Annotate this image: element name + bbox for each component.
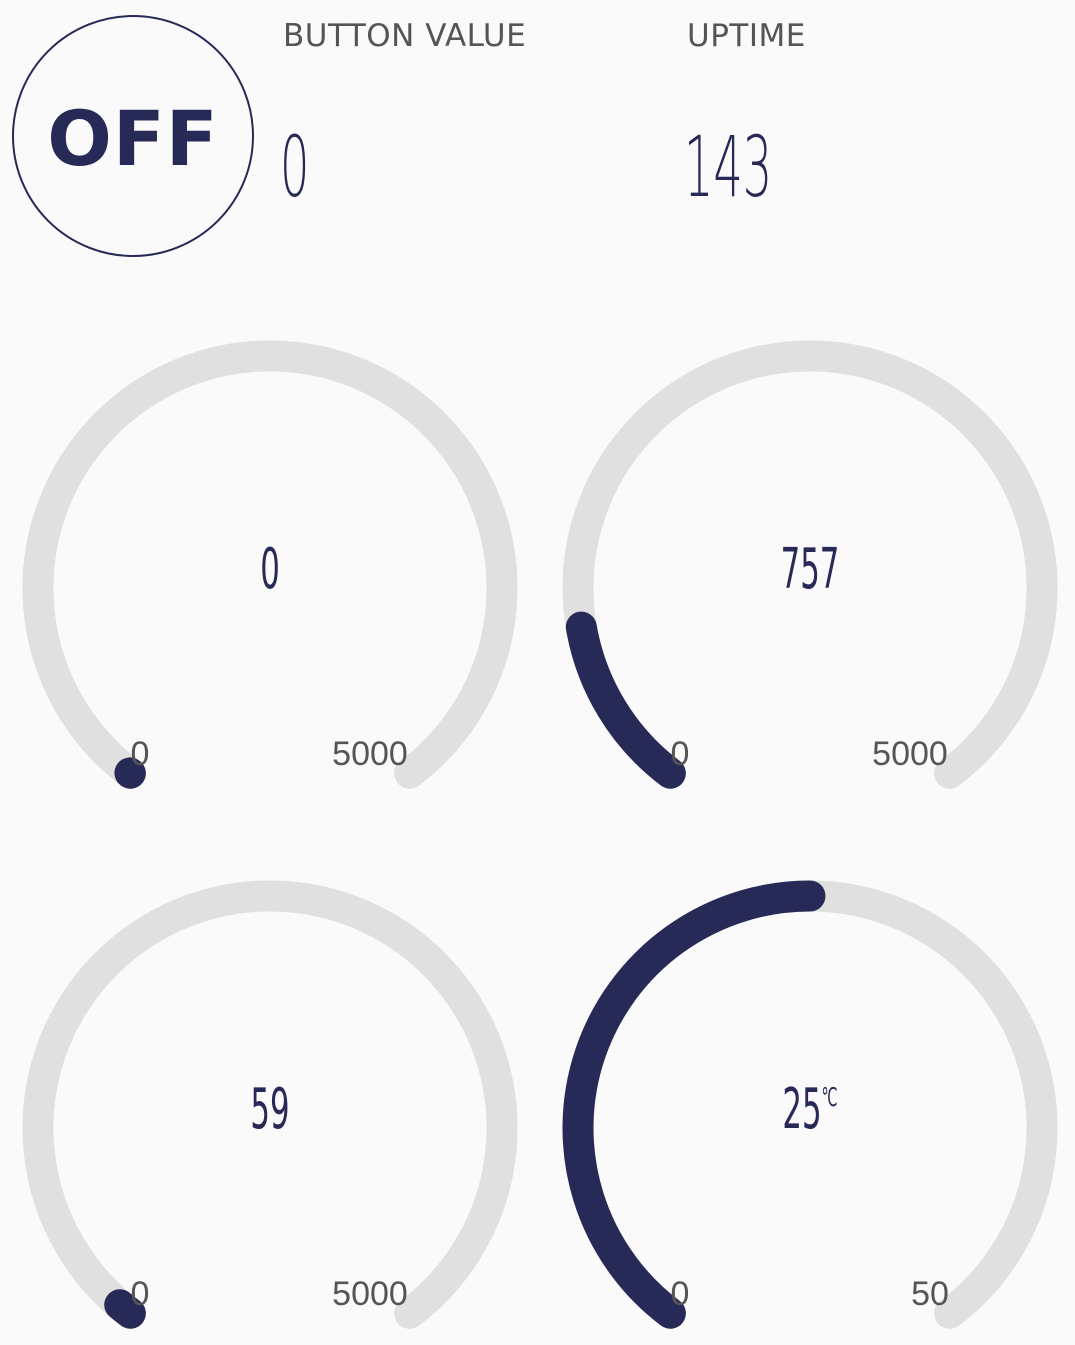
gauge-value-number: 59 (250, 1076, 289, 1142)
gauge-fill (104, 1289, 146, 1329)
gauge-fill (562, 880, 826, 1329)
gauge-min-label: 0 (131, 735, 150, 773)
button-value-readout: 0 (280, 118, 310, 216)
gauge-1: 0 0 5000 (22, 340, 518, 789)
gauge-fill (565, 611, 686, 789)
gauge-value-number: 25 (782, 1076, 821, 1142)
gauge-4: 25℃ 0 50 (562, 880, 1058, 1329)
button-value-label: BUTTON VALUE (283, 18, 527, 54)
gauge-min-label: 0 (671, 735, 690, 773)
gauge-value: 757 (781, 536, 840, 602)
power-toggle-button[interactable]: OFF (12, 15, 254, 257)
gauge-value-number: 757 (781, 536, 840, 602)
uptime-label: UPTIME (687, 18, 806, 54)
gauge-value: 25℃ (782, 1076, 837, 1142)
gauge-3: 59 0 5000 (22, 880, 518, 1329)
gauge-value: 0 (260, 536, 280, 602)
gauge-track (22, 340, 518, 789)
gauge-unit: ℃ (822, 1082, 838, 1112)
gauge-max-label: 5000 (332, 735, 408, 773)
gauge-max-label: 5000 (332, 1275, 408, 1313)
gauge-max-label: 50 (911, 1275, 949, 1313)
gauge-max-label: 5000 (872, 735, 948, 773)
toggle-state-label: OFF (47, 93, 219, 183)
gauge-value: 59 (250, 1076, 289, 1142)
gauge-2: 757 0 5000 (562, 340, 1058, 789)
gauge-track (22, 880, 518, 1329)
gauge-min-label: 0 (671, 1275, 690, 1313)
gauge-min-label: 0 (131, 1275, 150, 1313)
uptime-readout: 143 (684, 118, 773, 216)
gauge-value-number: 0 (260, 536, 280, 602)
